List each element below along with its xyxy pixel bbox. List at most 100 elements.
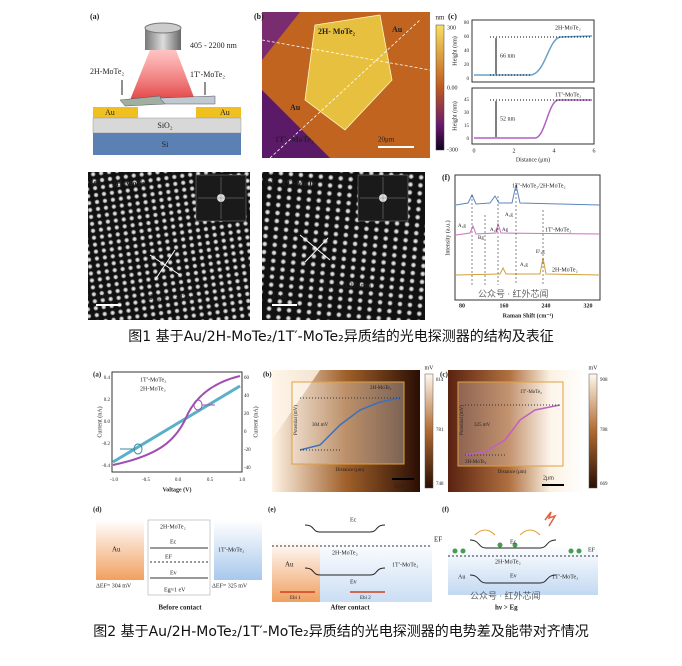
- label: 66 nm: [500, 53, 516, 59]
- fig2-panel-a: [111, 371, 243, 473]
- flake-2h: [119, 95, 166, 107]
- tick-label: 4: [553, 148, 556, 154]
- label: Height (nm): [451, 36, 458, 66]
- valence-band: [469, 574, 557, 584]
- label: 20μm: [378, 136, 395, 144]
- scale-bar: [392, 478, 414, 480]
- label: 1T′-MoTe₂: [282, 179, 319, 188]
- tick-label: 80: [459, 303, 465, 309]
- panel-label: (a): [90, 12, 100, 21]
- label: Au: [392, 25, 403, 34]
- tick-label: 0.0: [175, 478, 182, 483]
- plot-frame: [111, 371, 243, 473]
- substrate-region: [262, 90, 330, 158]
- label: 1T′-MoTe₂: [520, 390, 542, 395]
- label: Au: [112, 546, 121, 554]
- label: Ev: [510, 573, 517, 579]
- spectrum: [455, 184, 601, 206]
- colorbar-tick: 788: [600, 428, 608, 433]
- laser-beam: [130, 50, 195, 100]
- label: 2H-MoTe₂: [370, 386, 392, 391]
- tick-label: 60: [244, 376, 250, 381]
- label: After contact: [330, 604, 370, 612]
- electrons: [452, 542, 582, 554]
- tick-label: 2: [513, 148, 516, 154]
- shape: [154, 249, 176, 281]
- photon-icon: [544, 511, 557, 527]
- label: Intensity (a.u.): [444, 220, 451, 255]
- potential-profile: [464, 404, 561, 456]
- label: Potential (mV): [460, 405, 465, 435]
- label: SiO₂: [157, 121, 172, 130]
- scale-bar: [96, 304, 121, 306]
- tick-label: -40: [244, 466, 251, 471]
- peak-label: A₁g: [520, 263, 528, 268]
- fig2-panel-d: [96, 519, 262, 596]
- label: 1T′-MoTe₂: [545, 227, 571, 233]
- peak-label: A₁g: [505, 213, 513, 218]
- label: 2H-MoTe₂: [555, 25, 581, 31]
- shape: [304, 237, 329, 263]
- label: 2μm: [543, 475, 554, 481]
- tick-label: 0.4: [104, 376, 111, 381]
- label: nm: [436, 14, 446, 22]
- label: Eg≈1 eV: [164, 587, 186, 593]
- tick-label: 20: [464, 63, 470, 68]
- potential-profile: [299, 397, 401, 451]
- tick-label: 6: [593, 148, 596, 154]
- au-pad: [196, 107, 241, 118]
- fig1-panel-b: [261, 12, 445, 159]
- label: Distance (μm): [516, 156, 550, 163]
- label: Ebi 2: [360, 596, 371, 601]
- 1t-block: [214, 520, 262, 580]
- fig2-panel-c: [448, 370, 598, 492]
- label: Raman Shift (cm⁻¹): [503, 312, 554, 319]
- colorbar-tick: 300: [447, 25, 456, 31]
- label: 1T′-MoTe₂: [140, 377, 166, 383]
- label: 2H-MoTe₂: [112, 179, 148, 188]
- label: ΔEF= 304 mV: [96, 583, 132, 589]
- watermark: 公众号 · 红外芯闻: [478, 288, 549, 299]
- marker: [193, 399, 203, 411]
- fig2-panel-e: [272, 524, 432, 602]
- conduction-band: [304, 524, 386, 533]
- tick-label: 20: [244, 412, 250, 417]
- label: 2H-MoTe₂: [465, 460, 487, 465]
- panel-label: (e): [268, 506, 276, 514]
- label: 2H-MoTe₂: [495, 559, 521, 565]
- background: [448, 545, 598, 595]
- peak-guides: [471, 185, 544, 285]
- colorbar-tick: 908: [600, 378, 608, 383]
- label: Ev: [170, 570, 177, 576]
- tick-label: 0: [467, 77, 470, 82]
- flake-1t: [159, 95, 216, 105]
- shape: [568, 548, 574, 554]
- label: Ebi 1: [290, 596, 301, 601]
- label: EF: [165, 554, 173, 560]
- fig1-panel-c: [471, 19, 595, 145]
- shape: [460, 548, 466, 554]
- iv-2h: [112, 375, 241, 466]
- tick-label: 0: [467, 137, 470, 142]
- tick-label: 45: [464, 98, 470, 103]
- panel-label: (f): [442, 506, 450, 514]
- tick-label: 0: [473, 148, 476, 154]
- label: Au: [285, 561, 294, 569]
- label: 325 mV: [474, 423, 491, 428]
- 2h-block: [147, 519, 211, 596]
- label: Height (nm): [451, 101, 458, 131]
- colorbar-tick: 781: [436, 428, 444, 433]
- label: Au: [458, 574, 465, 580]
- scan-line: [261, 39, 431, 71]
- tick-label: 0.0: [104, 420, 111, 425]
- panel-label: (d): [91, 178, 101, 187]
- label: EF: [588, 547, 596, 553]
- au-pad: [93, 107, 138, 118]
- au-block: [96, 520, 144, 580]
- objective-top: [144, 22, 182, 34]
- scale-bar: [272, 304, 297, 306]
- peak-label: Bg: [478, 236, 484, 241]
- label: 2H-MoTe₂: [552, 267, 578, 273]
- label: 405 - 2200 nm: [190, 41, 238, 50]
